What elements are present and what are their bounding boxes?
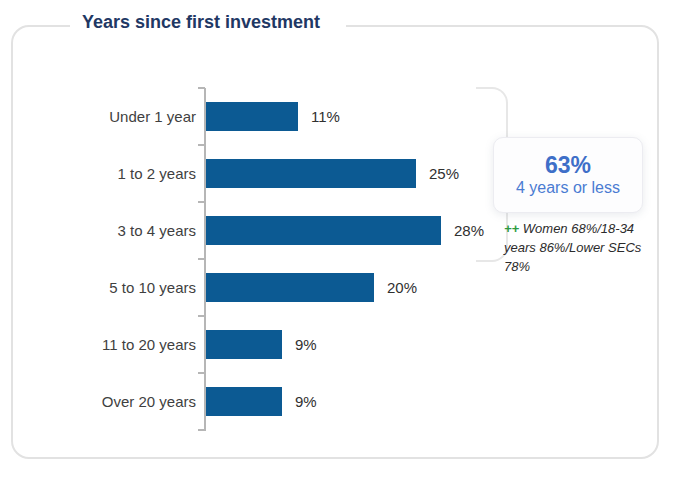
category-label: 11 to 20 years xyxy=(0,316,196,373)
callout-label: 4 years or less xyxy=(516,178,620,198)
chart-row: 11 to 20 years 9% xyxy=(0,316,678,373)
category-label: Under 1 year xyxy=(0,88,196,145)
bar xyxy=(206,159,416,188)
bar xyxy=(206,216,441,245)
callout-value: 63% xyxy=(545,152,591,178)
bar xyxy=(206,273,374,302)
chart-row: Over 20 years 9% xyxy=(0,373,678,430)
value-label: 9% xyxy=(295,373,317,430)
category-label: 1 to 2 years xyxy=(0,145,196,202)
category-label: 5 to 10 years xyxy=(0,259,196,316)
value-label: 25% xyxy=(429,145,459,202)
subgroup-annotation: ++ Women 68%/18-34 years 86%/Lower SECs … xyxy=(504,220,659,277)
annotation-text: Women 68%/18-34 years 86%/Lower SECs 78% xyxy=(504,221,641,274)
value-label: 9% xyxy=(295,316,317,373)
callout-card: 63% 4 years or less xyxy=(493,137,643,213)
category-label: Over 20 years xyxy=(0,373,196,430)
value-label: 11% xyxy=(311,88,340,145)
bar xyxy=(206,387,282,416)
bar xyxy=(206,102,298,131)
category-label: 3 to 4 years xyxy=(0,202,196,259)
bar xyxy=(206,330,282,359)
chart-title: Years since first investment xyxy=(70,6,346,38)
annotation-marker: ++ xyxy=(504,221,519,236)
value-label: 20% xyxy=(387,259,417,316)
value-label: 28% xyxy=(454,202,484,259)
